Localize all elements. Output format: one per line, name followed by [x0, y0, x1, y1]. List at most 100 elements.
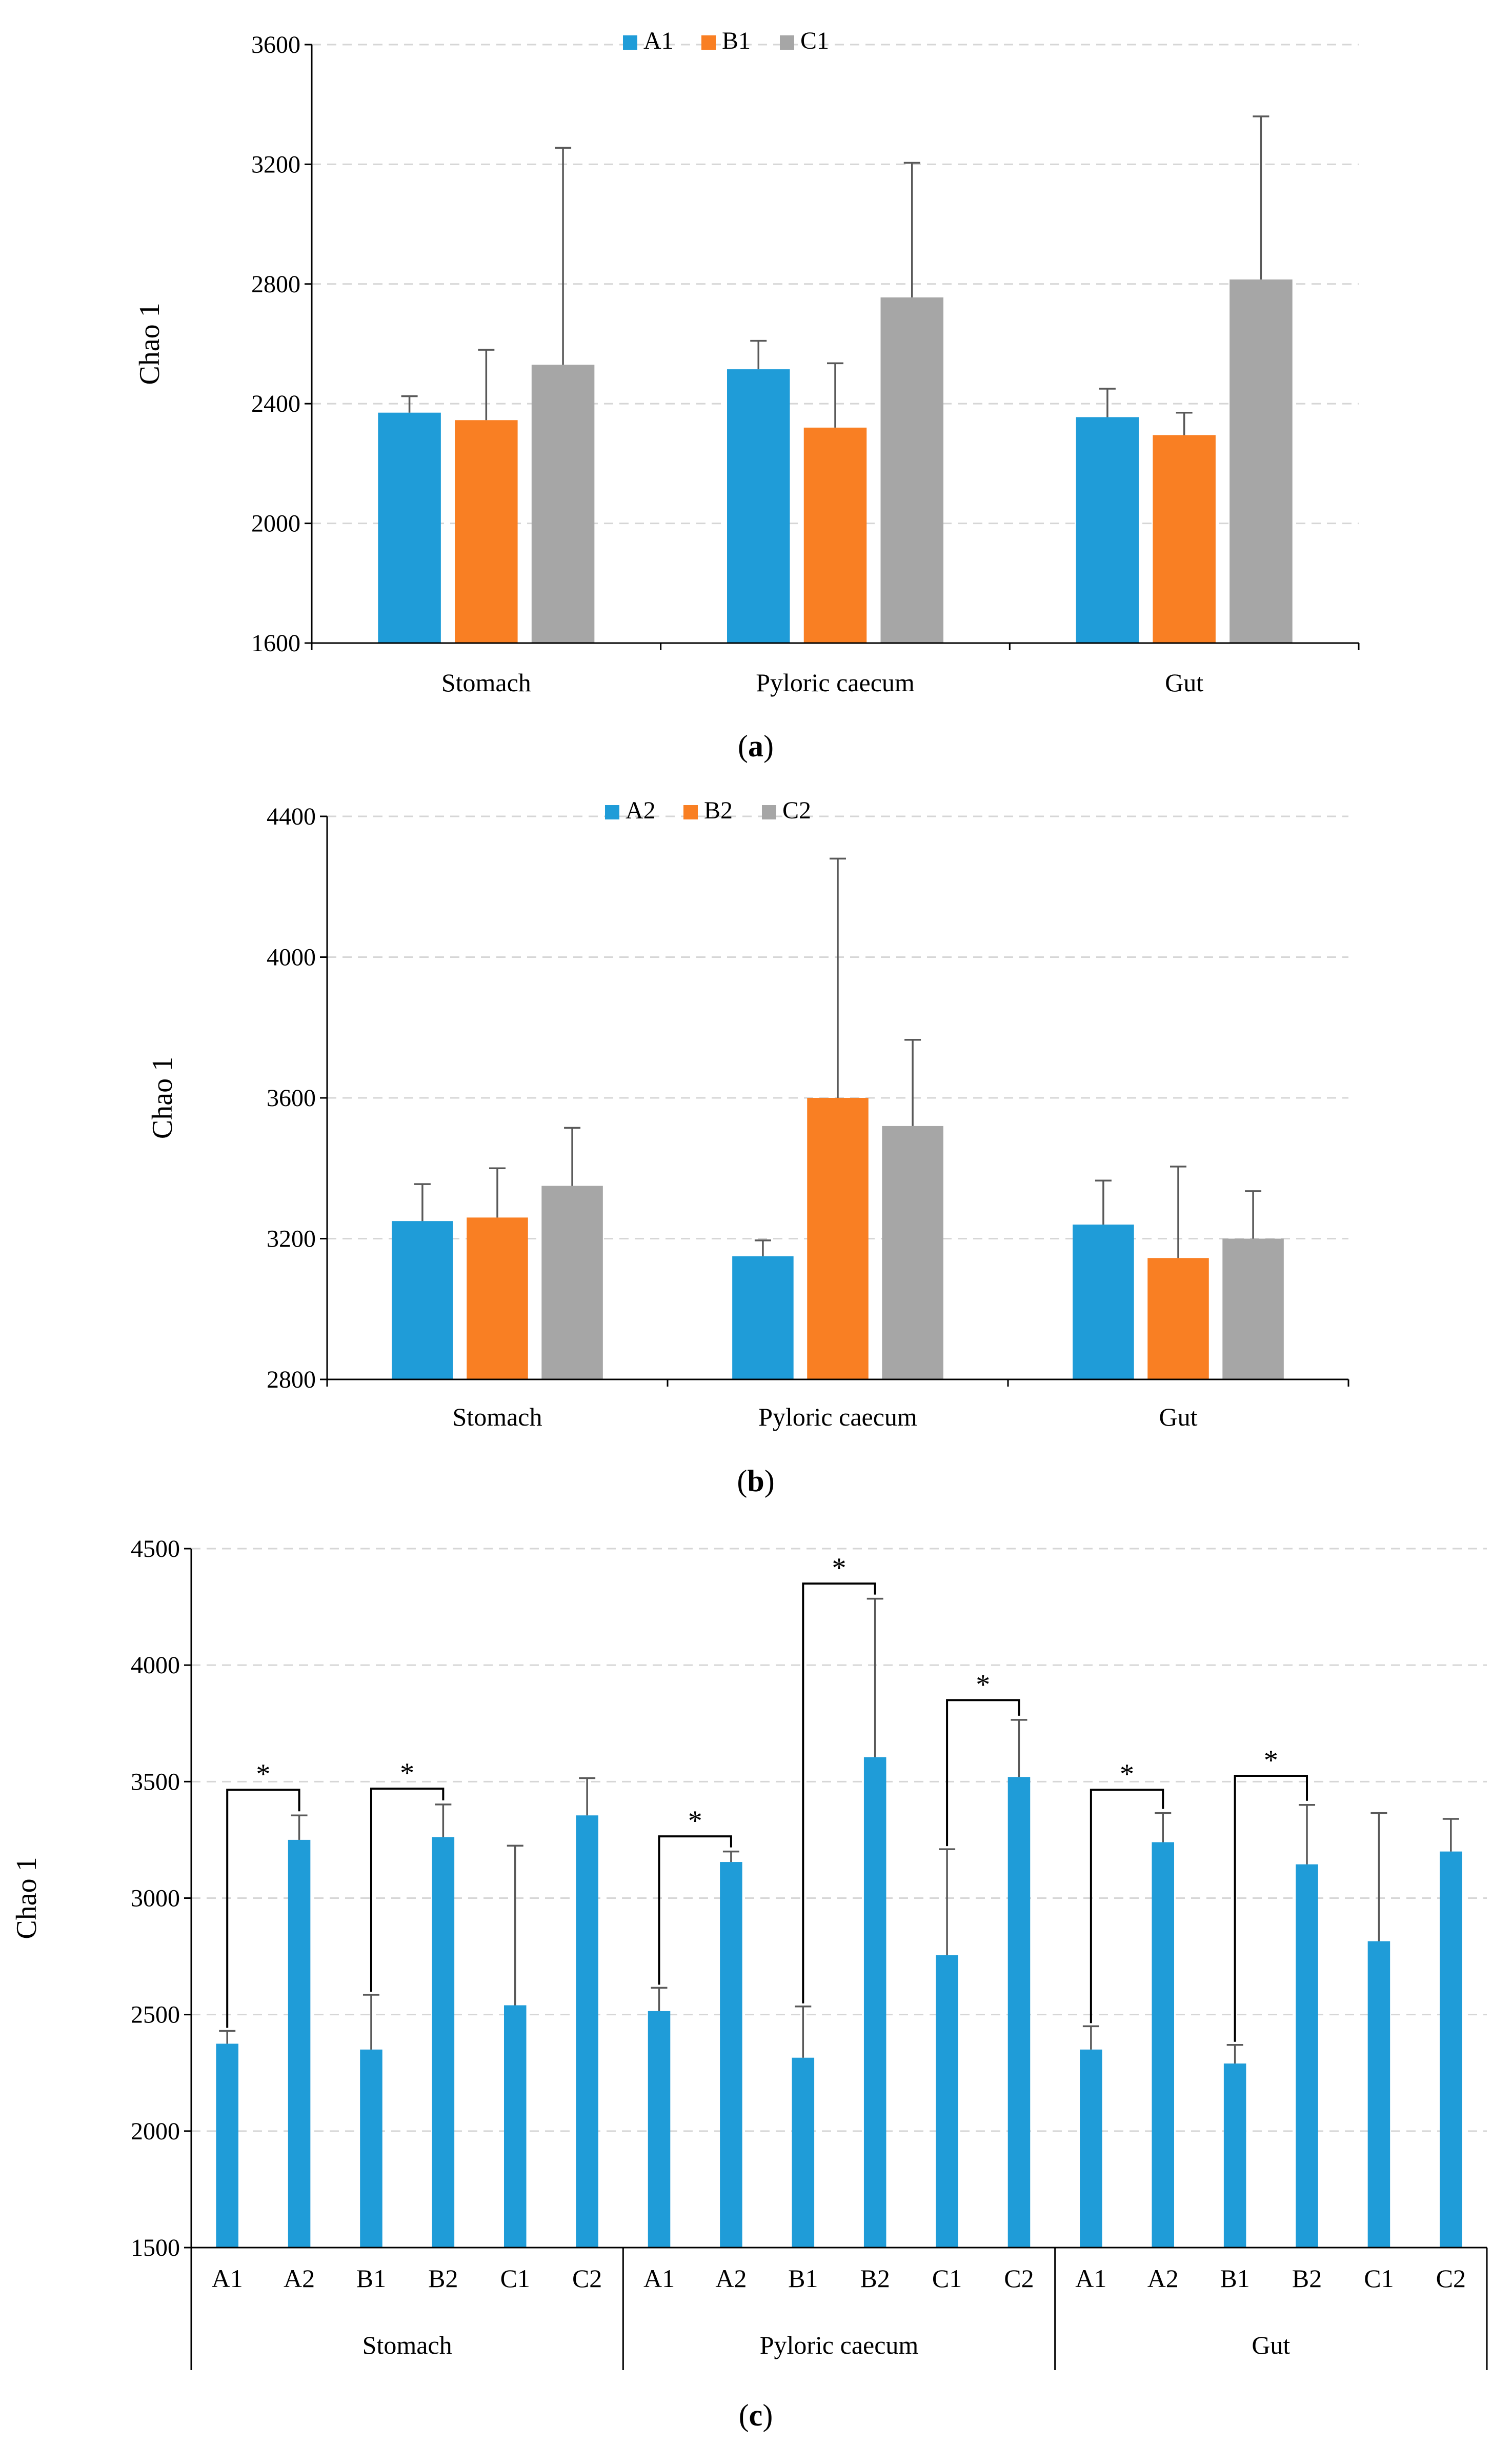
category-label: Gut — [1159, 1402, 1198, 1431]
bar-label: A1 — [212, 2264, 243, 2293]
bar-label: C2 — [572, 2264, 602, 2293]
bar-A1 — [1080, 2049, 1102, 2248]
bar-B1 — [1153, 435, 1216, 643]
bar-B2 — [467, 1217, 528, 1379]
y-tick-label: 2000 — [251, 510, 300, 537]
y-tick-label: 3600 — [267, 1085, 316, 1112]
bar-label: A1 — [643, 2264, 675, 2293]
y-tick-label: 2500 — [131, 2001, 180, 2029]
chart-c: 1500 2000 2500 3000 3500 4000 4500 Chao 1 A1 A2 B1… — [11, 1535, 1488, 2370]
group-label: Stomach — [362, 2331, 452, 2359]
bar-A2 — [1073, 1225, 1134, 1379]
bar-A1 — [1076, 417, 1139, 643]
bar-C2 — [541, 1186, 603, 1379]
bar-label: C1 — [1364, 2264, 1394, 2293]
bar-C2 — [1440, 1851, 1462, 2248]
category-label: Gut — [1165, 668, 1203, 697]
legend-swatch-B2 — [683, 805, 698, 819]
significance-star: * — [256, 1758, 270, 1790]
legend-swatch-A1 — [623, 35, 637, 50]
bar-B2 — [1296, 1864, 1318, 2248]
bar-C1 — [531, 365, 595, 643]
significance-star: * — [1120, 1758, 1134, 1790]
bar-A2 — [720, 1862, 742, 2248]
legend-swatch-C1 — [780, 35, 794, 50]
y-axis-label: Chao 1 — [134, 303, 166, 385]
legend-swatch-B1 — [701, 35, 716, 50]
bar-label: A2 — [715, 2264, 747, 2293]
bar-C1 — [936, 1955, 958, 2248]
y-tick-label: 3600 — [251, 31, 300, 58]
significance-star: * — [1264, 1745, 1278, 1776]
y-tick-label: 4000 — [131, 1652, 180, 1679]
y-tick-label: 2400 — [251, 390, 300, 417]
bar-label: C1 — [932, 2264, 962, 2293]
legend-label-A1: A1 — [643, 27, 674, 54]
significance-star: * — [400, 1757, 414, 1789]
bar-label: B2 — [1292, 2264, 1322, 2293]
bar-B2 — [432, 1837, 455, 2248]
bar-A1 — [378, 412, 441, 643]
panel-label: (a) — [738, 729, 774, 763]
bar-B2 — [863, 1757, 886, 2248]
bar-A2 — [732, 1256, 794, 1379]
bar-label: C2 — [1004, 2264, 1034, 2293]
legend-label-C1: C1 — [800, 27, 829, 54]
y-tick-label: 3500 — [131, 1768, 180, 1795]
significance-bracket — [946, 1699, 1020, 1847]
bar-label: A2 — [284, 2264, 315, 2293]
bar-C1 — [880, 297, 944, 643]
bar-B1 — [803, 427, 867, 643]
bar-label: A2 — [1147, 2264, 1179, 2293]
y-tick-label: 1500 — [131, 2234, 180, 2261]
significance-star: * — [976, 1669, 990, 1700]
bar-A2 — [288, 1839, 311, 2248]
bar-label: C1 — [500, 2264, 530, 2293]
panel-label: (c) — [739, 2398, 773, 2432]
bar-label: B1 — [788, 2264, 818, 2293]
significance-bracket — [370, 1787, 445, 1992]
significance-bracket — [1090, 1789, 1164, 2023]
legend-label-A2: A2 — [626, 797, 656, 824]
bar-B1 — [792, 2057, 815, 2248]
y-tick-label: 3000 — [131, 1885, 180, 1912]
y-tick-label: 2000 — [131, 2118, 180, 2145]
significance-bracket — [658, 1835, 732, 1985]
legend-label-B1: B1 — [722, 27, 751, 54]
y-axis-label: Chao 1 — [11, 1857, 43, 1939]
legend-swatch-A2 — [605, 805, 619, 819]
significance-star: * — [688, 1805, 702, 1837]
significance-bracket — [1234, 1774, 1308, 2042]
bar-A1 — [727, 369, 790, 643]
bar-label: A1 — [1075, 2264, 1106, 2293]
bar-A2 — [1152, 1842, 1175, 2248]
bar-A2 — [392, 1221, 453, 1379]
bar-C2 — [882, 1126, 943, 1379]
bar-A1 — [216, 2043, 238, 2248]
group-label: Pyloric caecum — [760, 2331, 919, 2359]
bar-label: B2 — [860, 2264, 890, 2293]
significance-bracket — [226, 1789, 300, 2028]
bar-B1 — [455, 420, 518, 643]
bar-label: B1 — [356, 2264, 386, 2293]
y-axis-label: Chao 1 — [147, 1057, 178, 1139]
legend-swatch-C2 — [762, 805, 776, 819]
bar-C1 — [1367, 1941, 1390, 2248]
bar-B1 — [360, 2049, 382, 2248]
significance-star: * — [832, 1552, 846, 1584]
bar-A1 — [648, 2011, 671, 2248]
category-label: Pyloric caecum — [758, 1402, 917, 1431]
y-tick-label: 1600 — [251, 630, 300, 657]
significance-bracket — [802, 1582, 876, 2003]
bar-label: B2 — [428, 2264, 458, 2293]
group-label: Gut — [1252, 2331, 1290, 2359]
bar-C1 — [1229, 279, 1293, 643]
bar-B2 — [1147, 1258, 1209, 1379]
legend-label-C2: C2 — [782, 797, 811, 824]
y-tick-label: 4400 — [267, 803, 316, 830]
y-tick-label: 3200 — [251, 151, 300, 178]
y-tick-label: 3200 — [267, 1226, 316, 1253]
bar-label: B1 — [1220, 2264, 1249, 2293]
bar-C2 — [1007, 1777, 1031, 2248]
